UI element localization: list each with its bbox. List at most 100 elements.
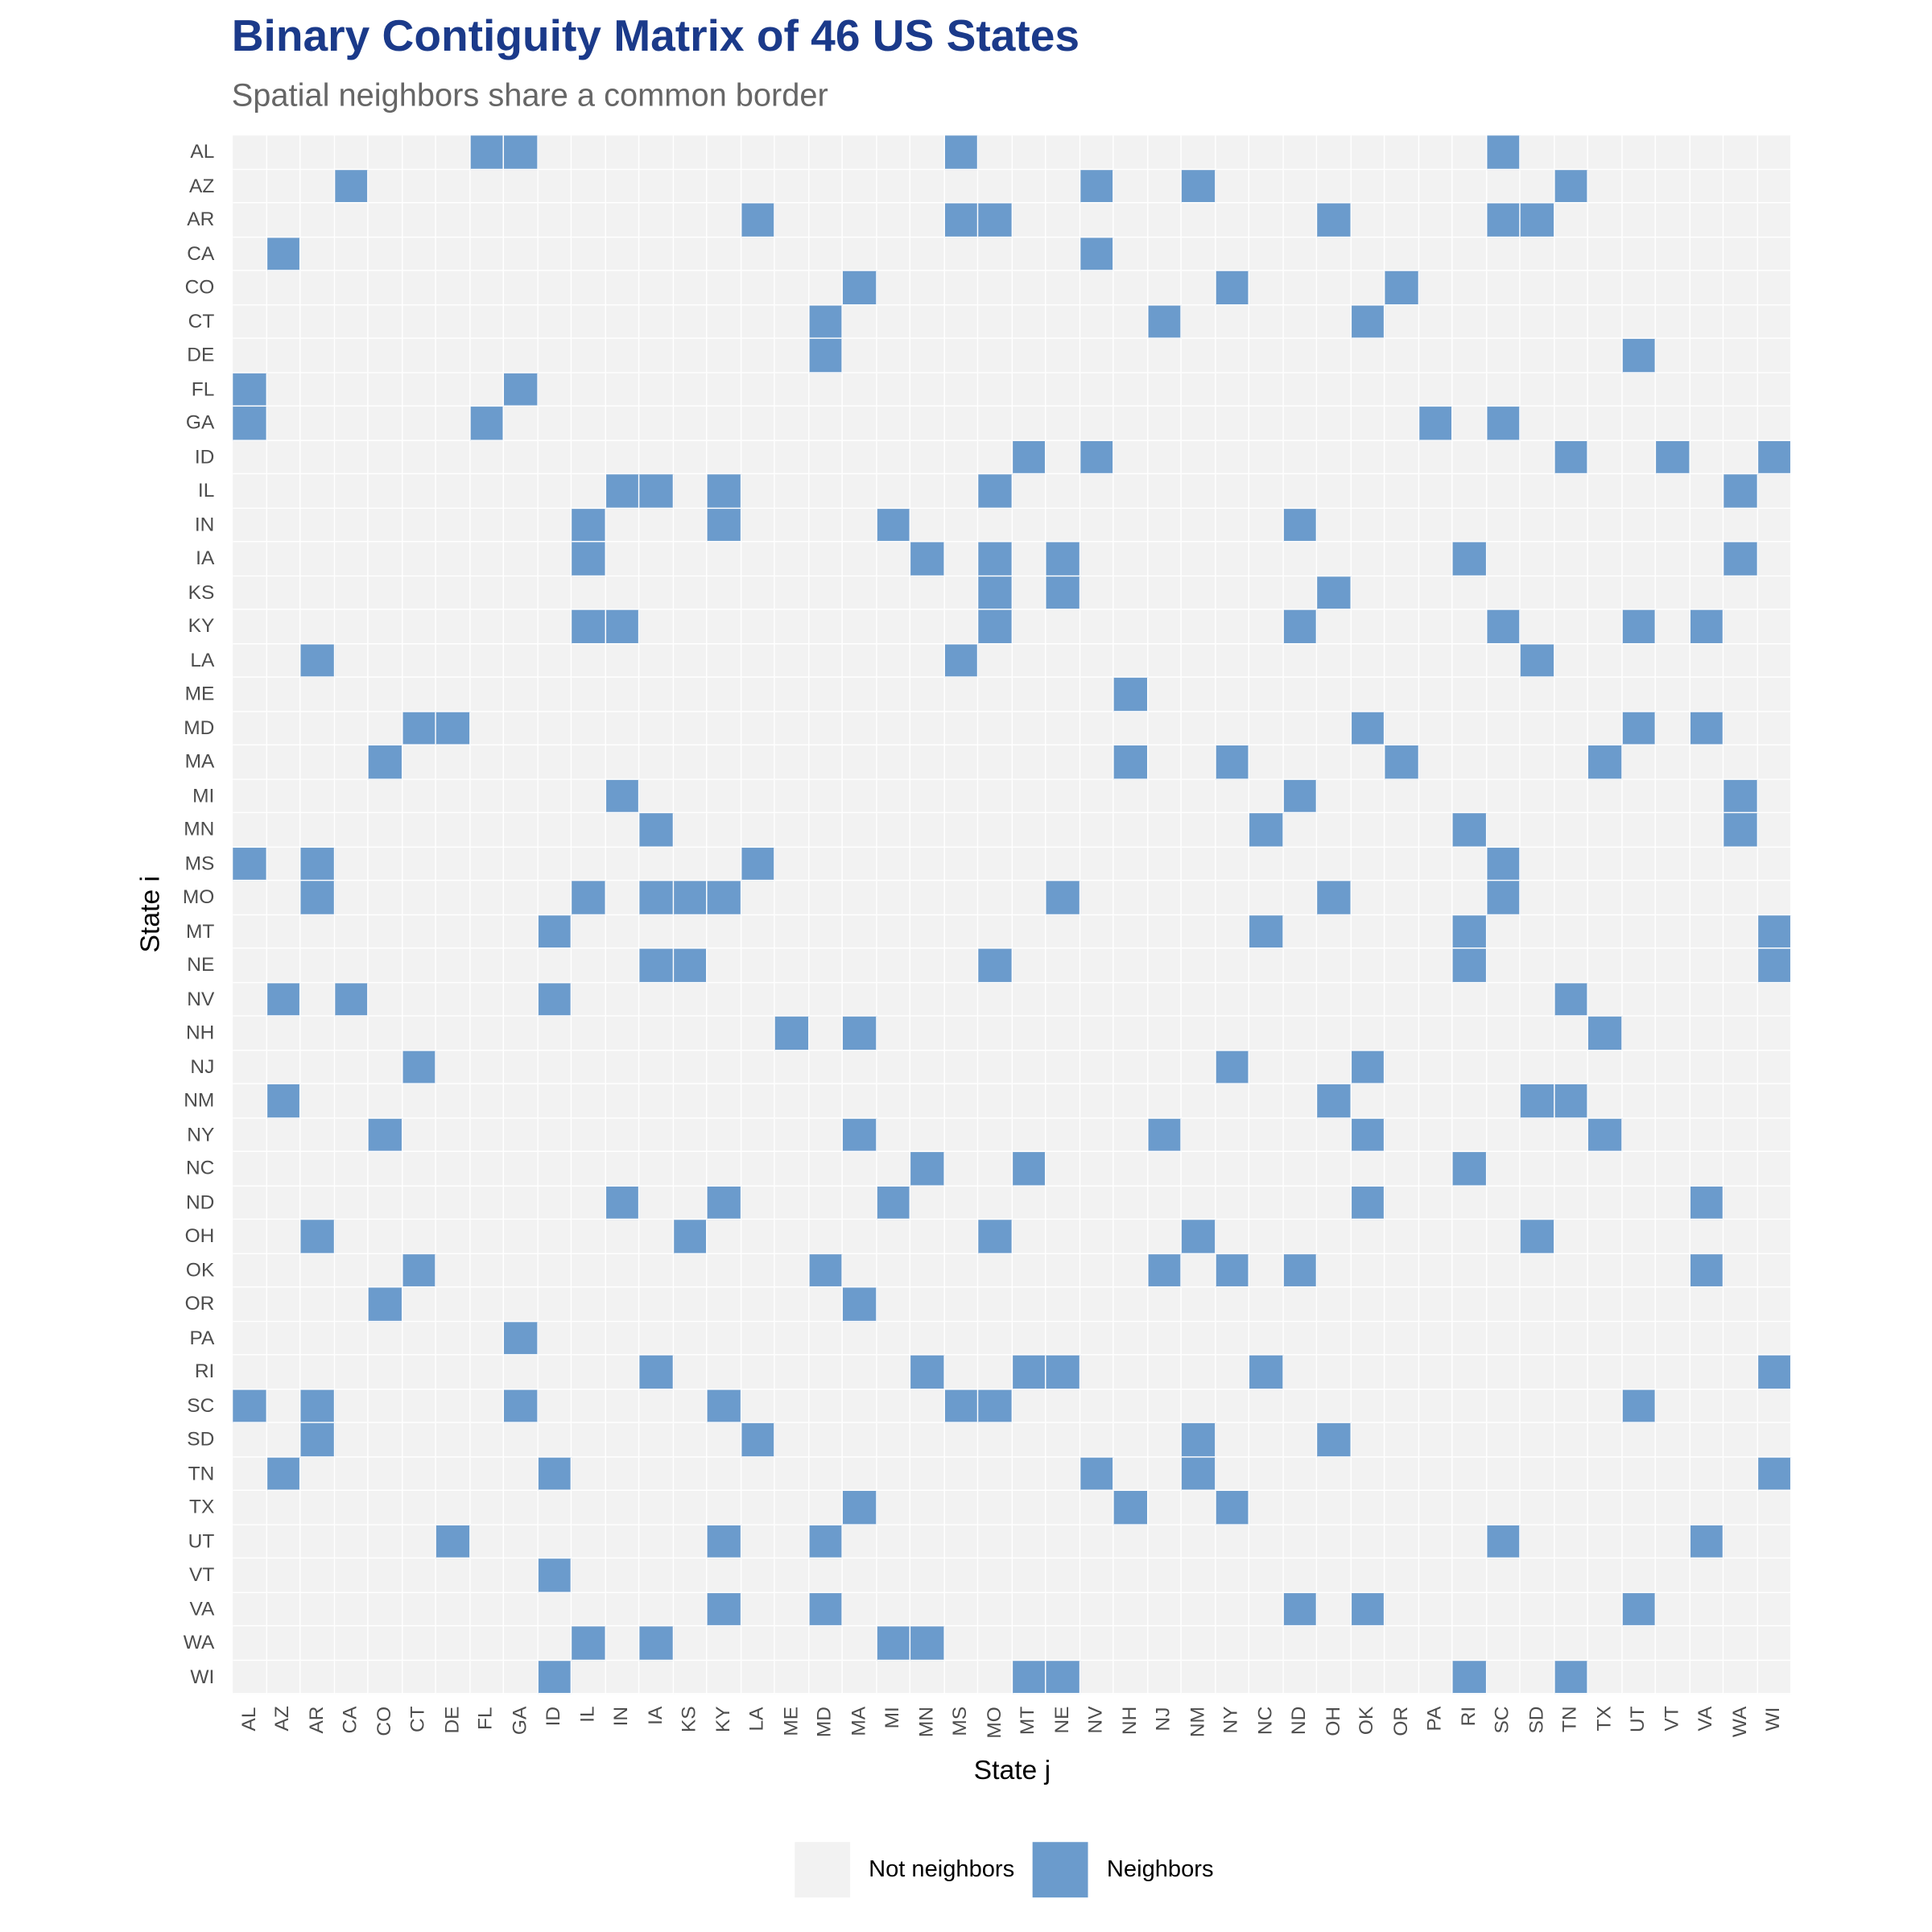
heatmap-cell-empty <box>1283 1186 1318 1220</box>
heatmap-cell-empty <box>639 1287 674 1322</box>
heatmap-cell-empty <box>1656 203 1690 237</box>
heatmap-cell-empty <box>1587 1558 1623 1593</box>
heatmap-cell-empty <box>1520 779 1554 814</box>
heatmap-cell-empty <box>1452 1084 1487 1119</box>
heatmap-cell-empty <box>1656 847 1690 881</box>
heatmap-cell-empty <box>1181 1084 1216 1119</box>
heatmap-cell-empty <box>1520 914 1554 949</box>
heatmap-cell-neighbor <box>1351 1186 1385 1220</box>
heatmap-cell-empty <box>334 1253 369 1288</box>
heatmap-cell-empty <box>504 1491 539 1525</box>
heatmap-cell-empty <box>808 1626 843 1661</box>
heatmap-cell-empty <box>402 203 436 237</box>
heatmap-cell-empty <box>1046 440 1080 475</box>
heatmap-cell-empty <box>1690 1118 1724 1153</box>
heatmap-cell-empty <box>538 1186 572 1220</box>
heatmap-cell-empty <box>1486 270 1521 305</box>
heatmap-cell-empty <box>1283 948 1318 983</box>
heatmap-cell-empty <box>910 1016 945 1051</box>
heatmap-cell-empty <box>1757 1152 1792 1187</box>
heatmap-cell-empty <box>639 914 674 949</box>
heatmap-cell-empty <box>1080 745 1114 780</box>
heatmap-cell-empty <box>741 677 775 712</box>
heatmap-cell-empty <box>1554 1287 1588 1322</box>
heatmap-cell-empty <box>402 779 436 814</box>
y-tick-label: LA <box>190 650 215 671</box>
heatmap-cell-empty <box>1520 1253 1554 1288</box>
heatmap-cell-neighbor <box>944 135 979 170</box>
heatmap-cell-empty <box>877 914 911 949</box>
heatmap-cell-empty <box>1215 237 1250 271</box>
heatmap-cell-empty <box>1249 237 1284 271</box>
heatmap-cell-empty <box>808 1287 843 1322</box>
heatmap-cell-empty <box>741 237 775 271</box>
heatmap-cell-empty <box>774 1118 809 1153</box>
heatmap-cell-empty <box>1317 1456 1352 1492</box>
heatmap-cell-empty <box>334 407 369 441</box>
heatmap-cell-neighbor <box>877 508 911 543</box>
heatmap-cell-empty <box>1249 1626 1284 1661</box>
heatmap-cell-empty <box>1757 338 1792 374</box>
heatmap-cell-empty <box>1249 982 1284 1017</box>
heatmap-cell-neighbor <box>233 373 267 407</box>
heatmap-cell-empty <box>1385 914 1419 949</box>
heatmap-cell-empty <box>707 1355 741 1389</box>
heatmap-cell-empty <box>1622 677 1657 712</box>
heatmap-cell-empty <box>774 1355 809 1389</box>
heatmap-cell-empty <box>300 373 335 407</box>
heatmap-cell-empty <box>1113 982 1148 1017</box>
heatmap-cell-empty <box>1486 745 1521 780</box>
heatmap-cell-neighbor <box>1690 1525 1724 1559</box>
heatmap-cell-neighbor <box>639 1355 674 1389</box>
heatmap-cell-empty <box>1317 1186 1352 1220</box>
heatmap-cell-empty <box>1113 711 1148 746</box>
heatmap-cell-empty <box>1724 1422 1758 1457</box>
heatmap-cell-empty <box>1656 1626 1690 1661</box>
heatmap-cell-empty <box>1147 914 1182 949</box>
heatmap-cell-neighbor <box>1554 1084 1588 1119</box>
heatmap-cell-empty <box>1080 982 1114 1017</box>
heatmap-cell-neighbor <box>1317 881 1352 915</box>
heatmap-cell-empty <box>1181 474 1216 509</box>
x-tick-label-text: KY <box>712 1706 734 1733</box>
heatmap-cell-empty <box>469 373 505 407</box>
heatmap-cell-empty <box>538 847 572 881</box>
heatmap-cell-empty <box>233 576 267 610</box>
heatmap-cell-empty <box>1215 677 1250 712</box>
heatmap-cell-empty <box>842 1456 877 1492</box>
heatmap-cell-empty <box>334 914 369 949</box>
heatmap-cell-neighbor <box>1486 847 1521 881</box>
heatmap-cell-empty <box>1249 407 1284 441</box>
heatmap-cell-empty <box>402 135 436 170</box>
x-tick-label-text: MT <box>1018 1706 1039 1736</box>
y-tick-label: NC <box>185 1158 215 1179</box>
heatmap-cell-empty <box>1554 576 1588 610</box>
heatmap-cell-neighbor <box>300 847 335 881</box>
heatmap-cell-empty <box>1520 1525 1554 1559</box>
heatmap-cell-empty <box>1147 1321 1182 1356</box>
heatmap-cell-empty <box>1656 338 1690 374</box>
heatmap-cell-empty <box>673 1186 708 1220</box>
heatmap-cell-empty <box>774 474 809 509</box>
heatmap-cell-empty <box>300 982 335 1017</box>
heatmap-cell-empty <box>436 270 470 305</box>
heatmap-cell-empty <box>368 1456 402 1492</box>
heatmap-cell-empty <box>1249 1016 1284 1051</box>
heatmap-cell-empty <box>707 1220 741 1254</box>
heatmap-cell-empty <box>1317 338 1352 374</box>
heatmap-cell-empty <box>1181 304 1216 339</box>
heatmap-cell-empty <box>469 1525 505 1559</box>
heatmap-cell-empty <box>808 1186 843 1220</box>
heatmap-cell-empty <box>1452 1626 1487 1661</box>
heatmap-cell-empty <box>436 677 470 712</box>
heatmap-cell-empty <box>1317 1152 1352 1187</box>
heatmap-cell-empty <box>639 677 674 712</box>
heatmap-cell-empty <box>1757 677 1792 712</box>
heatmap-cell-empty <box>1113 1456 1148 1492</box>
heatmap-cell-empty <box>605 1084 640 1119</box>
heatmap-cell-empty <box>1385 1186 1419 1220</box>
heatmap-cell-empty <box>1622 135 1657 170</box>
y-tick-label: MA <box>184 751 215 773</box>
heatmap-cell-empty <box>1587 914 1623 949</box>
heatmap-cell-empty <box>368 677 402 712</box>
